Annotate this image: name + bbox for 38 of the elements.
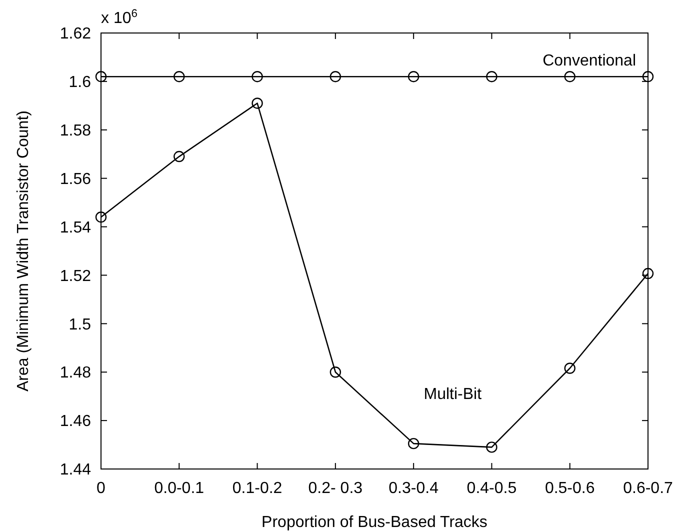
- text: Multi-Bit: [424, 386, 482, 404]
- y-tick-label: 1.62: [60, 26, 92, 43]
- text: x 10$^{6}$: [101, 8, 138, 27]
- point: [252, 71, 263, 82]
- x-tick-label: 0.2- 0.3: [308, 480, 363, 497]
- x-tick-label: 0.0-0.1: [154, 480, 204, 497]
- point: [174, 71, 185, 82]
- y-tick-label: 1.6: [68, 74, 92, 92]
- y-tick-label: 1.52: [60, 268, 92, 285]
- x-tick-label: 0.4-0.5: [466, 480, 517, 497]
- point: [174, 150, 185, 162]
- point: [408, 71, 420, 82]
- point: [408, 438, 420, 450]
- legend-label: Conventional: [542, 52, 636, 70]
- x-tick-label: 0.3-0.4: [388, 480, 439, 497]
- x-tick-label: 0.6-0.7: [623, 480, 674, 497]
- point: [486, 71, 498, 82]
- y-tick-label: 1.56: [60, 170, 92, 188]
- point: [95, 211, 107, 223]
- x-tick-label: 0.5-0.6: [544, 480, 595, 497]
- y-tick-label: 1.46: [60, 413, 92, 430]
- x-tick-label: 0.1-0.2: [232, 480, 282, 497]
- y-tick-label: 1.48: [60, 364, 92, 382]
- y-tick-label: 1.5: [68, 316, 92, 334]
- point: [95, 71, 107, 82]
- y-tick-label: 1.54: [60, 219, 92, 236]
- y-tick-label: 1.58: [60, 122, 92, 140]
- y-tick-label: 1.44: [60, 462, 92, 479]
- point: [486, 442, 498, 453]
- x-axis-title: Proportion of Bus-Based Tracks: [262, 514, 488, 531]
- point: [252, 98, 263, 109]
- x-tick-label: 0: [96, 480, 106, 497]
- point: [564, 362, 576, 374]
- y-axis-title: Area (Minimum Width Transistor Count): [15, 110, 32, 392]
- point: [642, 71, 654, 82]
- point: [564, 71, 576, 82]
- point: [330, 71, 342, 82]
- point: [330, 366, 342, 378]
